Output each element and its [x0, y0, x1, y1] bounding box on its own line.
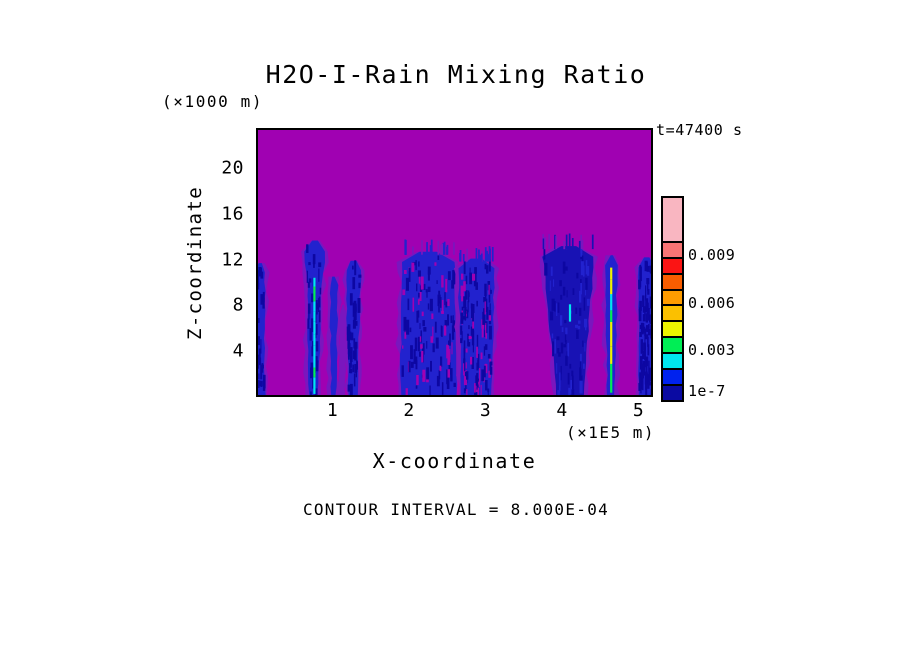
y-tick-label: 16	[221, 203, 244, 225]
colorbar-label: 0.009	[688, 245, 736, 264]
colorbar-segment	[663, 352, 682, 369]
colorbar-segment	[663, 256, 682, 273]
contour-interval-note: CONTOUR INTERVAL = 8.000E-04	[302, 500, 610, 519]
y-tick-label: 20	[221, 157, 244, 179]
x-tick-label: 2	[403, 400, 415, 421]
chart-title: H2O-I-Rain Mixing Ratio	[265, 60, 647, 89]
colorbar	[661, 196, 684, 402]
colorbar-segment	[663, 383, 682, 400]
x-axis-title: X-coordinate	[372, 449, 537, 473]
colorbar-segment	[663, 336, 682, 353]
x-axis-unit-label: (×1E5 m)	[565, 423, 655, 442]
y-tick-label: 4	[232, 340, 244, 362]
colorbar-label: 0.003	[688, 341, 736, 360]
colorbar-segment	[663, 368, 682, 384]
colorbar-segment	[663, 272, 682, 289]
x-tick-label: 4	[556, 400, 568, 421]
colorbar-segment	[663, 198, 682, 241]
colorbar-segment	[663, 304, 682, 321]
y-tick-label: 12	[221, 249, 244, 271]
timestamp-label: t=47400 s	[656, 121, 743, 139]
plot-area	[256, 128, 653, 397]
x-tick-label: 1	[326, 400, 339, 421]
colorbar-segment	[663, 320, 682, 337]
y-axis-unit-label: (×1000 m)	[162, 92, 264, 111]
colorbar-segment	[663, 288, 682, 305]
x-tick-label: 3	[479, 400, 492, 421]
contour-field	[258, 130, 651, 395]
colorbar-label: 1e-7	[688, 382, 726, 400]
colorbar-segment	[663, 240, 682, 257]
colorbar-label: 0.006	[688, 293, 736, 312]
x-tick-label: 5	[632, 400, 645, 421]
y-tick-label: 8	[232, 294, 244, 316]
y-axis-ticks: 4 8 12 16 20	[198, 128, 248, 397]
x-axis-ticks: 1 2 3 4 5	[256, 400, 653, 422]
